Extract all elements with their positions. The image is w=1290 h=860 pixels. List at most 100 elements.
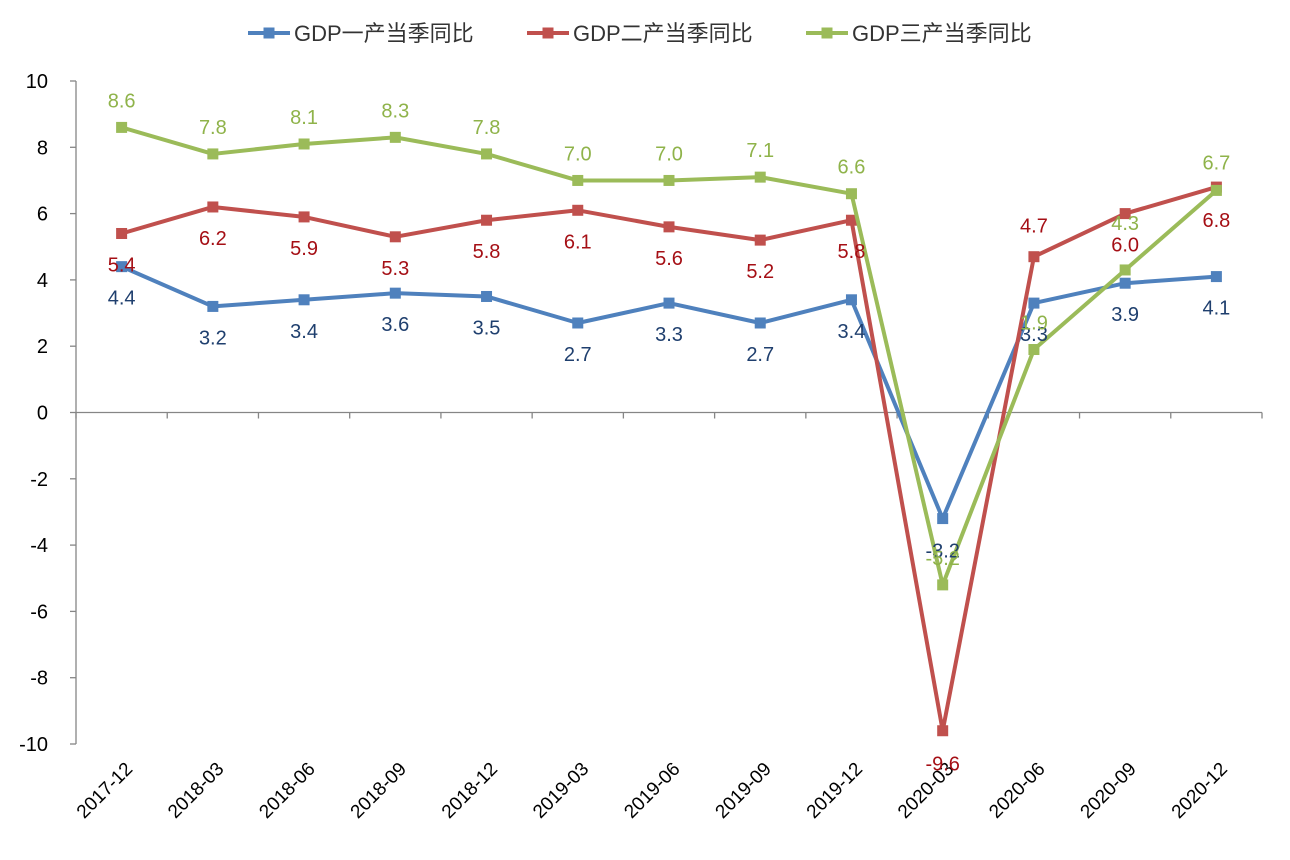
data-label: 5.2	[746, 261, 774, 283]
data-point-marker	[1210, 271, 1222, 283]
y-tick-label: -4	[30, 535, 48, 557]
data-label: 4.4	[108, 288, 136, 310]
legend-label: GDP一产当季同比	[294, 21, 474, 46]
data-point-marker	[207, 300, 219, 312]
data-point-marker	[1028, 297, 1040, 309]
data-point-marker	[116, 227, 128, 239]
legend: GDP一产当季同比 GDP二产当季同比 GDP三产当季同比	[248, 21, 1032, 46]
data-point-marker	[1119, 277, 1131, 289]
data-label: 6.2	[199, 228, 227, 250]
data-label: 7.8	[473, 117, 501, 139]
data-point-marker	[937, 513, 949, 525]
data-label: 6.6	[838, 157, 866, 179]
legend-marker-swatch	[542, 27, 554, 39]
series-2-labels: 5.4 6.2 5.9 5.3 5.8 6.1 5.6 5.2 5.8 -9.6 4.7 6.0 6.8	[108, 210, 1231, 776]
data-point-marker	[663, 221, 675, 233]
x-tick-label: 2018-06	[255, 759, 319, 823]
data-point-marker	[481, 290, 493, 302]
y-tick-label: -8	[30, 668, 48, 690]
data-label: 3.2	[199, 327, 227, 349]
legend-label: GDP二产当季同比	[573, 21, 753, 46]
data-label: 3.9	[1111, 304, 1139, 326]
x-tick-label: 2020-12	[1168, 759, 1232, 823]
legend-marker-swatch	[263, 27, 275, 39]
data-label: 6.1	[564, 231, 592, 253]
data-label: 8.1	[290, 107, 318, 129]
series-line	[119, 125, 1219, 587]
y-tick-label: -6	[30, 601, 48, 623]
data-labels: 4.4 3.2 3.4 3.6 3.5 2.7 3.3 2.7 3.4 -3.2 3.3 3.9 4.1…	[108, 90, 1231, 775]
x-tick-label: 2018-03	[164, 759, 228, 823]
data-point-marker	[754, 171, 766, 183]
data-point-marker	[572, 317, 584, 329]
legend-marker-swatch	[821, 27, 833, 39]
data-label: 3.3	[1020, 324, 1048, 346]
data-point-marker	[298, 294, 310, 306]
data-label: 6.7	[1202, 152, 1230, 174]
data-label: 6.0	[1111, 235, 1139, 257]
data-point-marker	[754, 234, 766, 246]
x-tick-label: 2017-12	[73, 759, 137, 823]
data-point-marker	[389, 131, 401, 143]
data-point-marker	[389, 287, 401, 299]
data-point-marker	[845, 294, 857, 306]
data-label: 4.7	[1020, 216, 1048, 238]
data-point-marker	[1119, 208, 1131, 220]
data-label: 3.5	[473, 317, 501, 339]
data-point-marker	[937, 725, 949, 737]
y-tick-label: 2	[37, 336, 48, 358]
data-point-marker	[937, 579, 949, 591]
data-label: 7.1	[746, 140, 774, 162]
x-tick-label: 2019-09	[712, 759, 776, 823]
data-label: 3.3	[655, 324, 683, 346]
x-tick-label: 2018-12	[438, 759, 502, 823]
data-label: 5.4	[108, 254, 136, 276]
data-label: 4.1	[1202, 298, 1230, 320]
data-label: 3.6	[381, 314, 409, 336]
data-label: 5.8	[838, 241, 866, 263]
x-tick-label: 2019-03	[529, 759, 593, 823]
data-point-marker	[298, 138, 310, 150]
y-tick-label: 10	[26, 71, 48, 93]
legend-label: GDP三产当季同比	[852, 21, 1032, 46]
data-label: -3.2	[925, 541, 959, 563]
data-label: 5.3	[381, 258, 409, 280]
data-point-marker	[1028, 344, 1040, 356]
data-point-marker	[481, 148, 493, 160]
data-label: 8.6	[108, 90, 136, 112]
y-tick-label: -2	[30, 469, 48, 491]
x-tick-label: 2019-06	[620, 759, 684, 823]
axes: 10 8 6 4 2 0 -2 -4 -6 -8 -10 2017-12 2018-03 2018-06 2…	[19, 71, 1263, 823]
data-point-marker	[845, 214, 857, 226]
data-label: 3.4	[838, 321, 866, 343]
data-label: 5.9	[290, 238, 318, 260]
series-3	[116, 121, 1222, 591]
data-point-marker	[207, 201, 219, 213]
legend-entry: GDP二产当季同比	[527, 21, 753, 46]
data-label: 2.7	[746, 344, 774, 366]
series-1	[116, 261, 1222, 525]
data-label: 5.8	[473, 241, 501, 263]
data-label: -9.6	[925, 754, 959, 776]
data-label: 5.6	[655, 248, 683, 270]
data-label: -5.2	[925, 548, 959, 570]
data-point-marker	[845, 188, 857, 200]
data-label: 4.3	[1111, 213, 1139, 235]
series-1-labels: 4.4 3.2 3.4 3.6 3.5 2.7 3.3 2.7 3.4 -3.2 3.3 3.9 4.1	[108, 288, 1231, 563]
data-point-marker	[663, 174, 675, 186]
data-point-marker	[481, 214, 493, 226]
y-tick-label: 4	[37, 270, 48, 292]
data-point-marker	[1210, 184, 1222, 196]
y-tick-label: 8	[37, 137, 48, 159]
data-point-marker	[298, 211, 310, 223]
y-tick-label: -10	[19, 734, 48, 756]
data-point-marker	[1119, 264, 1131, 276]
data-label: 1.9	[1020, 313, 1048, 335]
y-tick-label: 6	[37, 204, 48, 226]
data-point-marker	[572, 174, 584, 186]
data-label: 2.7	[564, 344, 592, 366]
x-tick-label: 2020-09	[1077, 759, 1141, 823]
legend-entry: GDP一产当季同比	[248, 21, 474, 46]
